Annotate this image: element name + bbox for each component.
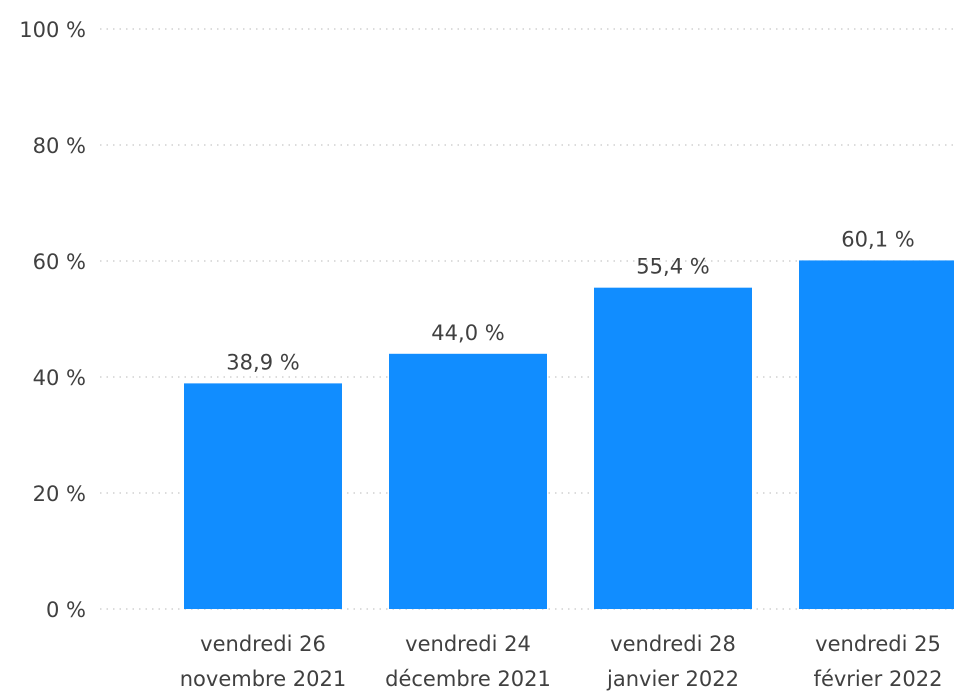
x-category-label: vendredi 26 xyxy=(200,632,326,656)
y-axis-tick-labels: 0 % 20 % 40 % 60 % 80 % 100 % xyxy=(19,18,86,622)
x-category-label: vendredi 25 xyxy=(815,632,941,656)
x-category-label: novembre 2021 xyxy=(180,667,347,691)
data-labels: 38,9 % 44,0 % 55,4 % 60,1 % xyxy=(226,227,914,374)
x-axis-category-labels: vendredi 26 novembre 2021 vendredi 24 décem… xyxy=(180,632,943,691)
x-category-label: février 2022 xyxy=(814,667,943,691)
y-tick-label: 40 % xyxy=(33,366,86,390)
y-tick-label: 20 % xyxy=(33,482,86,506)
x-category-label: décembre 2021 xyxy=(385,667,551,691)
x-category-label: vendredi 28 xyxy=(610,632,736,656)
data-label: 55,4 % xyxy=(636,255,709,279)
bar xyxy=(799,260,954,609)
x-category-label: janvier 2022 xyxy=(606,667,739,691)
bars xyxy=(184,260,954,609)
y-tick-label: 0 % xyxy=(46,598,86,622)
data-label: 44,0 % xyxy=(431,321,504,345)
y-tick-label: 100 % xyxy=(19,18,86,42)
bar xyxy=(389,353,547,609)
y-tick-label: 80 % xyxy=(33,134,86,158)
x-category-label: vendredi 24 xyxy=(405,632,531,656)
bar xyxy=(594,287,752,609)
data-label: 38,9 % xyxy=(226,350,299,374)
bar xyxy=(184,383,342,609)
y-tick-label: 60 % xyxy=(33,250,86,274)
data-label: 60,1 % xyxy=(841,227,914,251)
